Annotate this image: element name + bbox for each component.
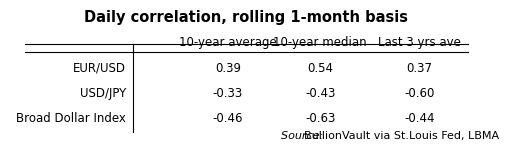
Text: USD/JPY: USD/JPY [80,87,126,100]
Text: Daily correlation, rolling 1-month basis: Daily correlation, rolling 1-month basis [84,10,408,25]
Text: 0.37: 0.37 [406,62,433,75]
Text: 0.39: 0.39 [215,62,241,75]
Text: -0.43: -0.43 [305,87,335,100]
Text: Last 3 yrs ave: Last 3 yrs ave [378,36,461,49]
Text: 10-year average: 10-year average [179,36,277,49]
Text: BullionVault via St.Louis Fed, LBMA: BullionVault via St.Louis Fed, LBMA [304,131,499,141]
Text: EUR/USD: EUR/USD [73,62,126,75]
Text: -0.44: -0.44 [404,112,435,125]
Text: 0.54: 0.54 [307,62,333,75]
Text: -0.46: -0.46 [212,112,243,125]
Text: -0.60: -0.60 [404,87,435,100]
Text: Source:: Source: [281,131,330,141]
Text: 10-year median: 10-year median [274,36,367,49]
Text: -0.33: -0.33 [213,87,243,100]
Text: -0.63: -0.63 [305,112,335,125]
Text: Broad Dollar Index: Broad Dollar Index [16,112,126,125]
